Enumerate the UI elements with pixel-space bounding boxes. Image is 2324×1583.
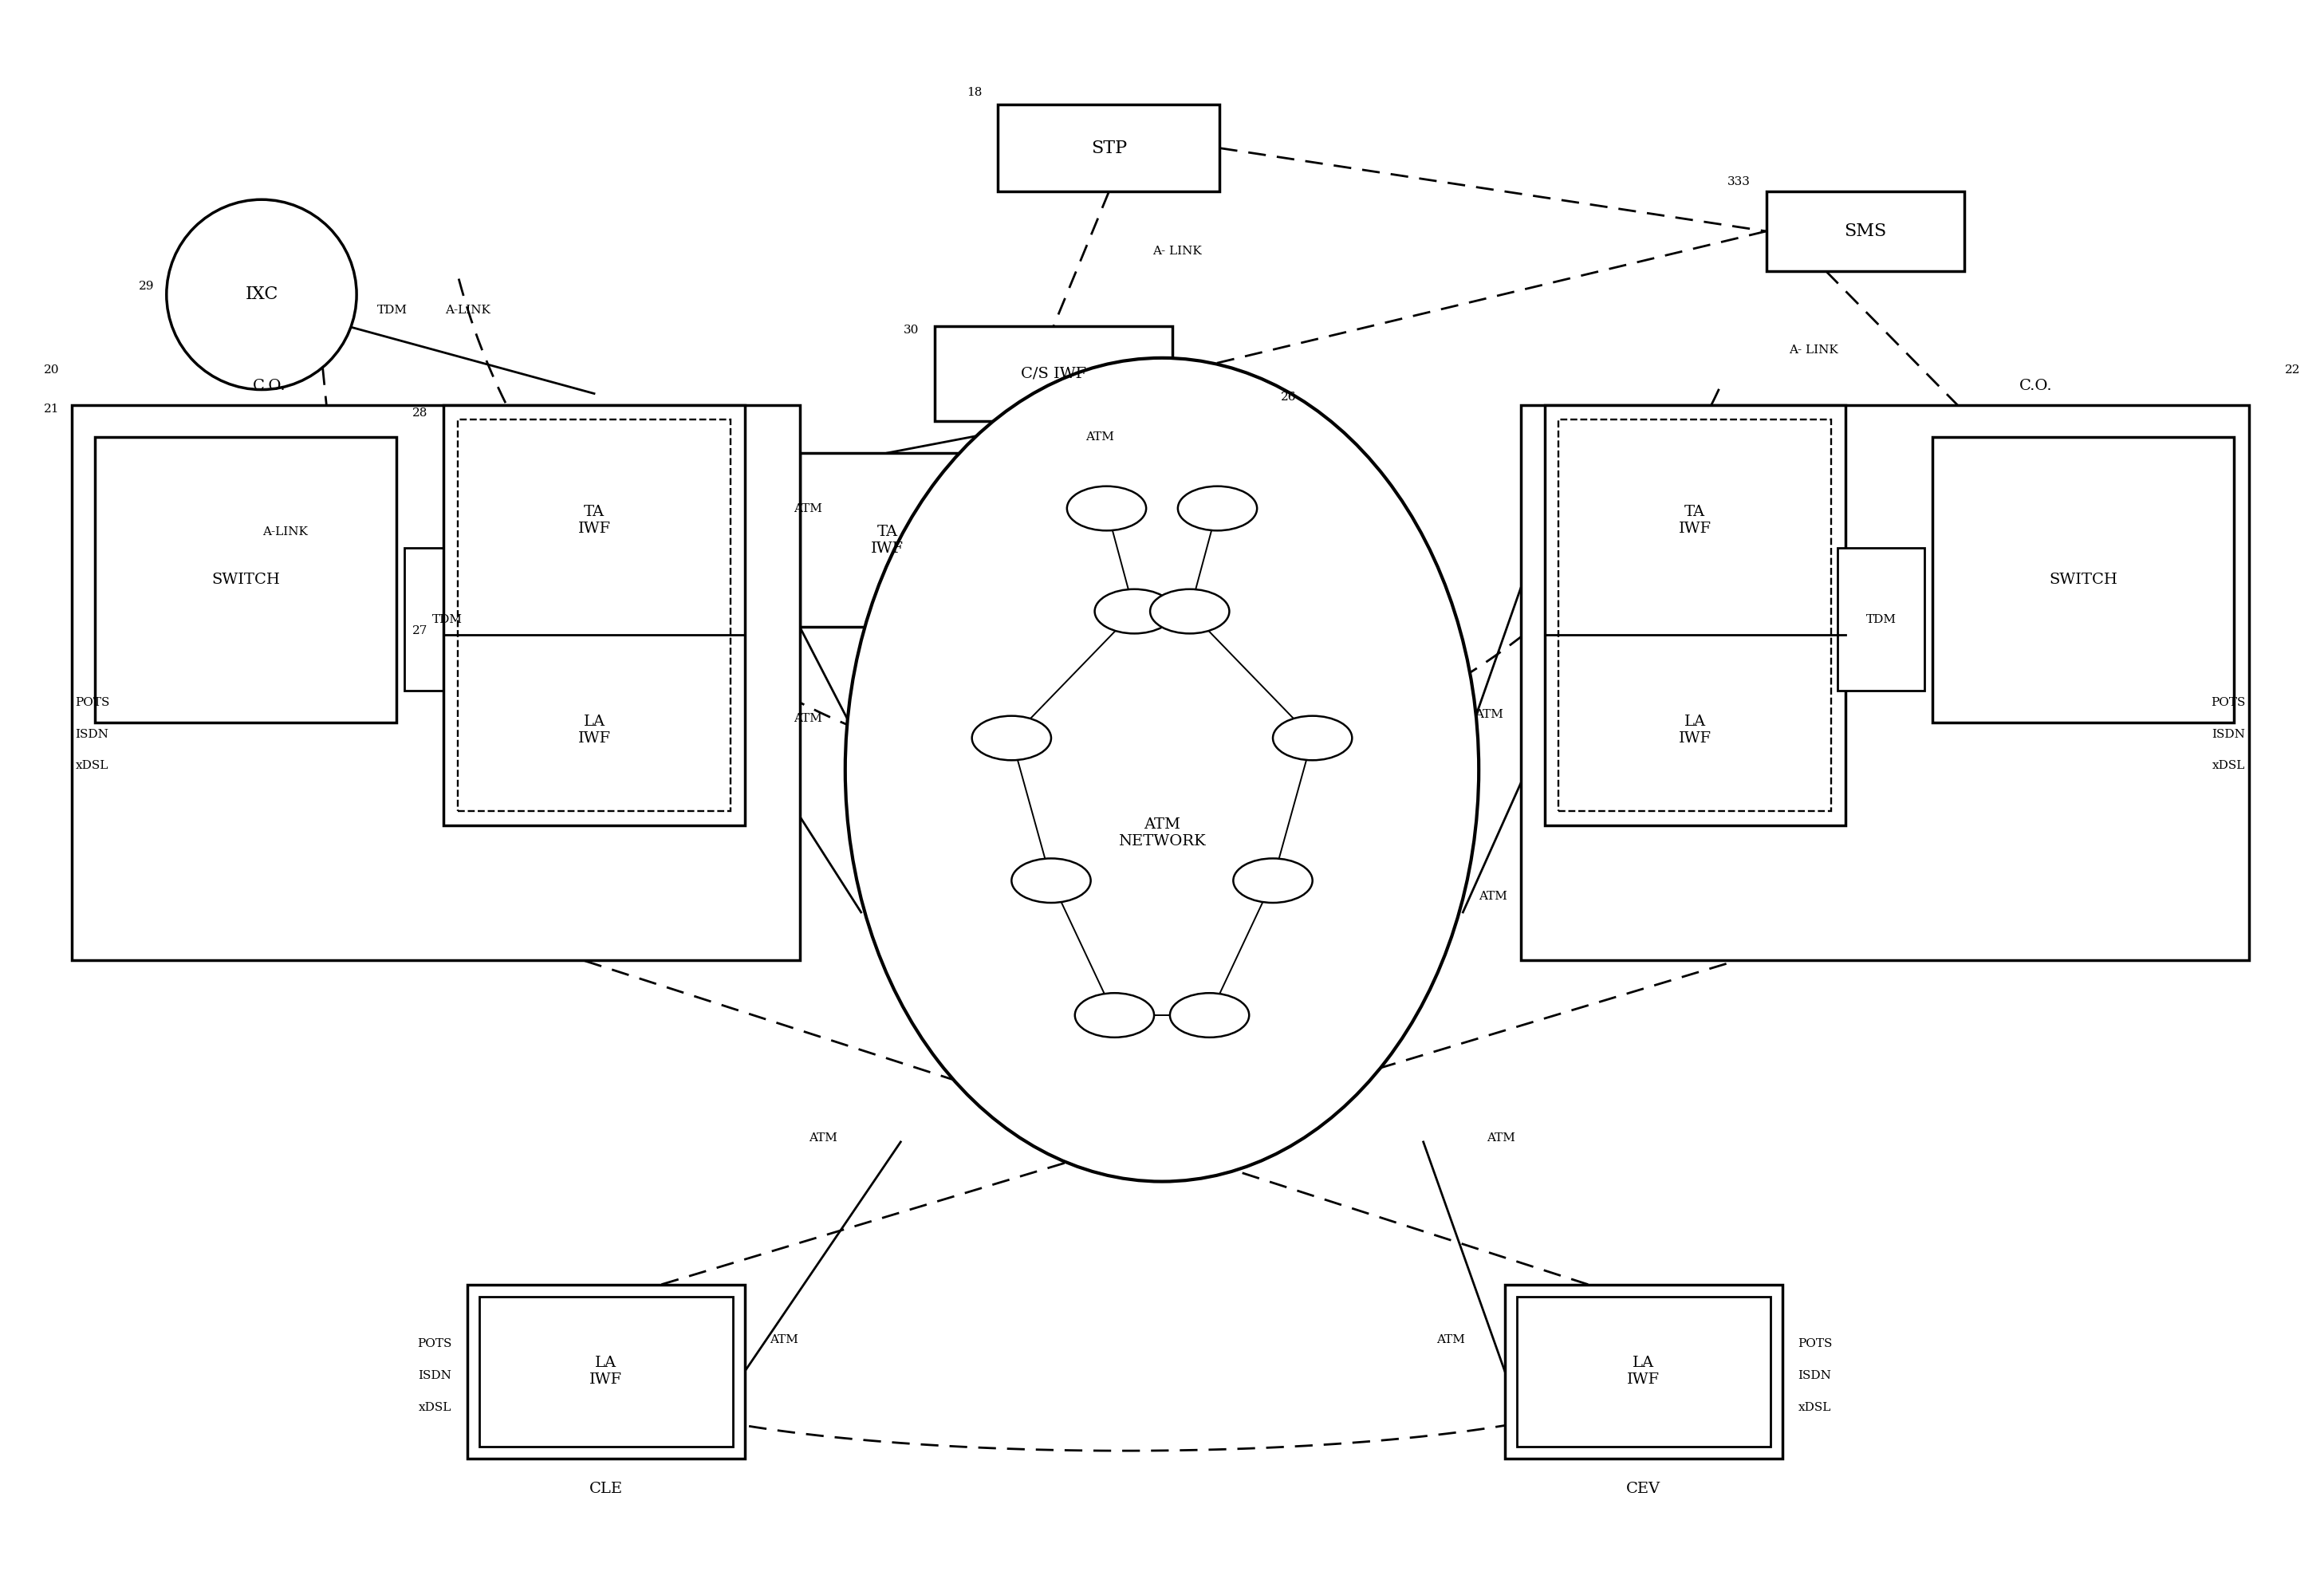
FancyBboxPatch shape (799, 453, 974, 627)
Text: ATM: ATM (795, 712, 823, 723)
Text: xDSL: xDSL (1799, 1401, 1831, 1412)
Text: SWITCH: SWITCH (2050, 573, 2117, 587)
Text: POTS: POTS (2210, 697, 2245, 708)
Text: xDSL: xDSL (2212, 760, 2245, 771)
FancyBboxPatch shape (1559, 419, 1831, 810)
Text: ISDN: ISDN (74, 728, 109, 739)
Text: STP: STP (1090, 139, 1127, 157)
Ellipse shape (1274, 716, 1353, 760)
Ellipse shape (1095, 589, 1174, 633)
Ellipse shape (1234, 858, 1313, 902)
Text: ATM: ATM (795, 503, 823, 514)
FancyBboxPatch shape (404, 548, 490, 690)
Text: ATM: ATM (809, 1132, 837, 1143)
Text: ATM: ATM (1085, 432, 1113, 443)
Text: POTS: POTS (1799, 1338, 1834, 1349)
Ellipse shape (1011, 858, 1090, 902)
FancyBboxPatch shape (72, 405, 799, 959)
FancyBboxPatch shape (934, 326, 1171, 421)
Text: LA
IWF: LA IWF (579, 714, 611, 746)
Text: 27: 27 (411, 625, 428, 636)
Ellipse shape (846, 358, 1478, 1181)
Text: ATM: ATM (769, 1334, 799, 1346)
FancyBboxPatch shape (458, 419, 730, 810)
Text: C.O.: C.O. (253, 378, 286, 393)
Text: LA
IWF: LA IWF (1678, 714, 1710, 746)
Text: ISDN: ISDN (418, 1369, 451, 1380)
Ellipse shape (1150, 589, 1229, 633)
Ellipse shape (1067, 486, 1146, 530)
Text: xDSL: xDSL (74, 760, 109, 771)
Text: ATM: ATM (1476, 709, 1504, 720)
FancyBboxPatch shape (1545, 405, 1845, 825)
Text: xDSL: xDSL (418, 1401, 451, 1412)
Text: ISDN: ISDN (1799, 1369, 1831, 1380)
Text: 20: 20 (44, 364, 60, 375)
FancyBboxPatch shape (1838, 548, 1924, 690)
Text: SWITCH: SWITCH (211, 573, 279, 587)
Text: TDM: TDM (1866, 614, 1896, 625)
FancyBboxPatch shape (444, 405, 744, 825)
Ellipse shape (1169, 993, 1248, 1037)
Text: CLE: CLE (590, 1482, 623, 1496)
Text: 21: 21 (44, 404, 60, 415)
Text: A- LINK: A- LINK (1789, 345, 1838, 356)
Text: POTS: POTS (416, 1338, 451, 1349)
Ellipse shape (1178, 486, 1257, 530)
FancyBboxPatch shape (467, 1284, 744, 1458)
Text: C.O.: C.O. (2020, 378, 2052, 393)
Text: C/S IWF: C/S IWF (1020, 367, 1085, 382)
Text: ATM: ATM (1487, 1132, 1515, 1143)
Text: POTS: POTS (74, 697, 109, 708)
Text: ISDN: ISDN (2212, 728, 2245, 739)
Text: LA
IWF: LA IWF (1627, 1357, 1659, 1387)
Ellipse shape (971, 716, 1050, 760)
FancyBboxPatch shape (1520, 405, 2250, 959)
FancyBboxPatch shape (479, 1296, 732, 1447)
FancyBboxPatch shape (1506, 1284, 1783, 1458)
Text: TA
IWF: TA IWF (1678, 505, 1710, 535)
Text: 22: 22 (2284, 364, 2301, 375)
Text: IXC: IXC (244, 287, 279, 304)
Text: SMS: SMS (1843, 223, 1887, 241)
Text: ATM
NETWORK: ATM NETWORK (1118, 817, 1206, 848)
FancyBboxPatch shape (997, 104, 1220, 192)
Text: A- LINK: A- LINK (1153, 245, 1202, 256)
Text: TA
IWF: TA IWF (872, 524, 904, 556)
FancyBboxPatch shape (95, 437, 395, 722)
Text: TDM: TDM (432, 614, 462, 625)
Text: A-LINK: A-LINK (263, 527, 309, 538)
Circle shape (167, 199, 356, 389)
Text: 26: 26 (1281, 393, 1297, 404)
Text: LA
IWF: LA IWF (590, 1357, 623, 1387)
Text: CEV: CEV (1627, 1482, 1662, 1496)
FancyBboxPatch shape (1934, 437, 2233, 722)
Text: TDM: TDM (376, 306, 407, 317)
FancyBboxPatch shape (1518, 1296, 1771, 1447)
Text: ATM: ATM (1436, 1334, 1466, 1346)
Ellipse shape (1076, 993, 1155, 1037)
Text: 18: 18 (967, 87, 983, 98)
Text: 30: 30 (904, 325, 918, 336)
Text: 333: 333 (1727, 177, 1750, 188)
Text: A-LINK: A-LINK (444, 306, 490, 317)
FancyBboxPatch shape (1766, 192, 1964, 271)
Text: 28: 28 (411, 408, 428, 419)
Text: TA
IWF: TA IWF (579, 505, 611, 535)
Text: ATM: ATM (1478, 891, 1508, 902)
Text: 29: 29 (139, 282, 156, 293)
